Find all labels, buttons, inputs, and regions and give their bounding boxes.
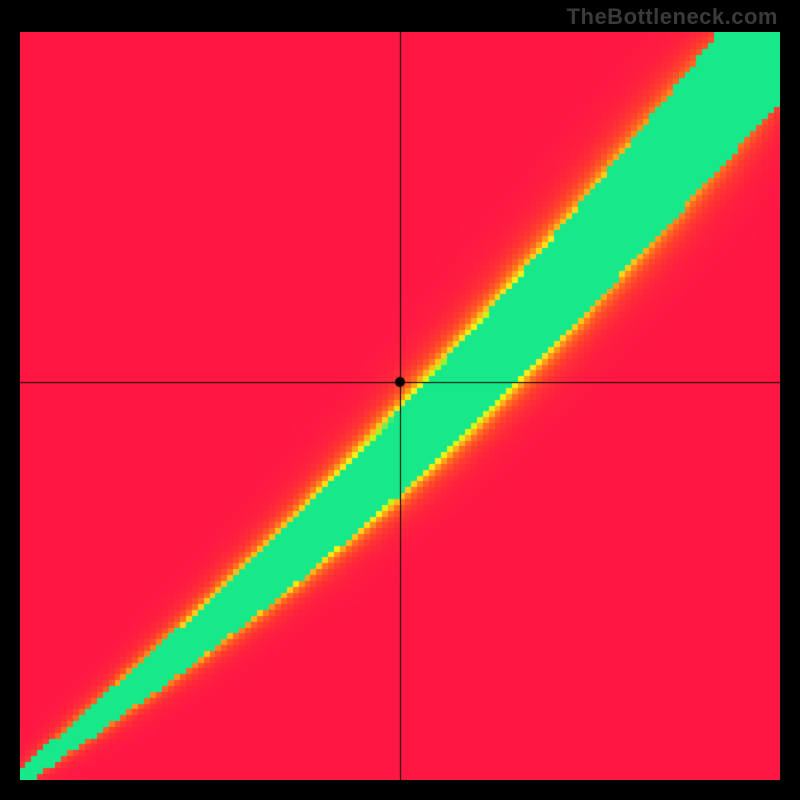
heatmap-canvas	[20, 32, 780, 780]
outer-frame: TheBottleneck.com	[0, 0, 800, 800]
watermark-text: TheBottleneck.com	[567, 4, 778, 30]
heatmap-chart	[20, 32, 780, 780]
